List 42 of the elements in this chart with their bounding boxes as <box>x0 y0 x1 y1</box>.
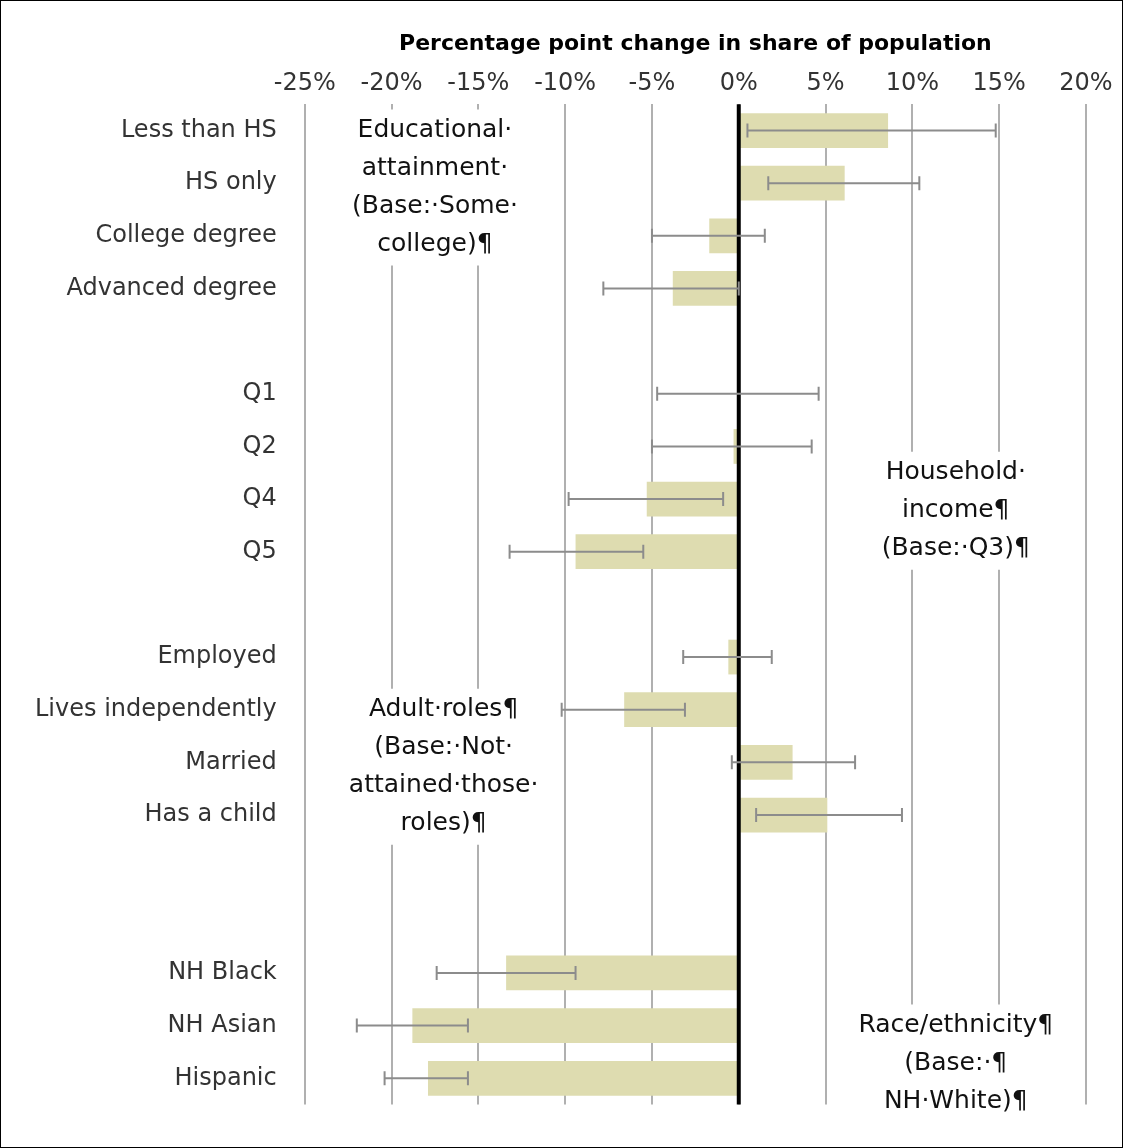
annotation: Educational· attainment· (Base:·Some· college)¶ <box>352 114 518 258</box>
bar <box>709 218 738 254</box>
x-tick-label: 10% <box>885 68 940 97</box>
bar <box>739 113 889 148</box>
y-tick-label: Q2 <box>242 430 277 459</box>
x-tick-label: 5% <box>806 68 845 97</box>
y-tick-label: Q5 <box>242 535 277 564</box>
x-axis-title: Percentage point change in share of population <box>398 29 992 55</box>
x-tick-label: 20% <box>1059 68 1113 97</box>
y-tick-label: NH Asian <box>167 1009 277 1038</box>
bar <box>739 165 845 201</box>
y-tick-label: Married <box>185 746 277 775</box>
bar <box>575 534 738 570</box>
y-tick-label: Less than HS <box>120 114 277 143</box>
y-tick-label: Has a child <box>144 799 277 828</box>
bar <box>672 271 738 306</box>
bar <box>412 1008 738 1043</box>
bar <box>506 955 738 991</box>
y-tick-label: Advanced degree <box>66 272 277 301</box>
annotation: Adult·roles¶ (Base:·Not· attained·those· roles)¶ <box>348 693 539 837</box>
bar <box>646 481 738 517</box>
y-tick-label: College degree <box>95 220 277 249</box>
x-tick-label: -10% <box>534 68 597 97</box>
x-tick-label: -25% <box>273 68 336 97</box>
bar <box>427 1060 738 1096</box>
bar <box>624 692 738 728</box>
y-tick-label: Lives independently <box>34 693 277 722</box>
x-tick-label: -15% <box>447 68 510 97</box>
y-tick-label: Hispanic <box>174 1062 277 1091</box>
bar <box>739 797 828 833</box>
x-tick-label: 0% <box>719 68 758 97</box>
y-tick-label: Q4 <box>242 483 277 512</box>
annotation: Race/ethnicity¶ (Base:·¶ NH·White)¶ <box>858 1009 1054 1115</box>
x-tick-label: -5% <box>628 68 676 97</box>
x-tick-label: 15% <box>972 68 1026 97</box>
annotation: Household· income¶ (Base:·Q3)¶ <box>881 456 1030 562</box>
y-tick-label: Q1 <box>242 378 277 407</box>
y-tick-label: Employed <box>157 641 277 670</box>
y-tick-label: NH Black <box>168 957 277 986</box>
y-tick-label: HS only <box>185 167 277 196</box>
x-tick-label: -20% <box>360 68 423 97</box>
bar <box>739 744 793 780</box>
